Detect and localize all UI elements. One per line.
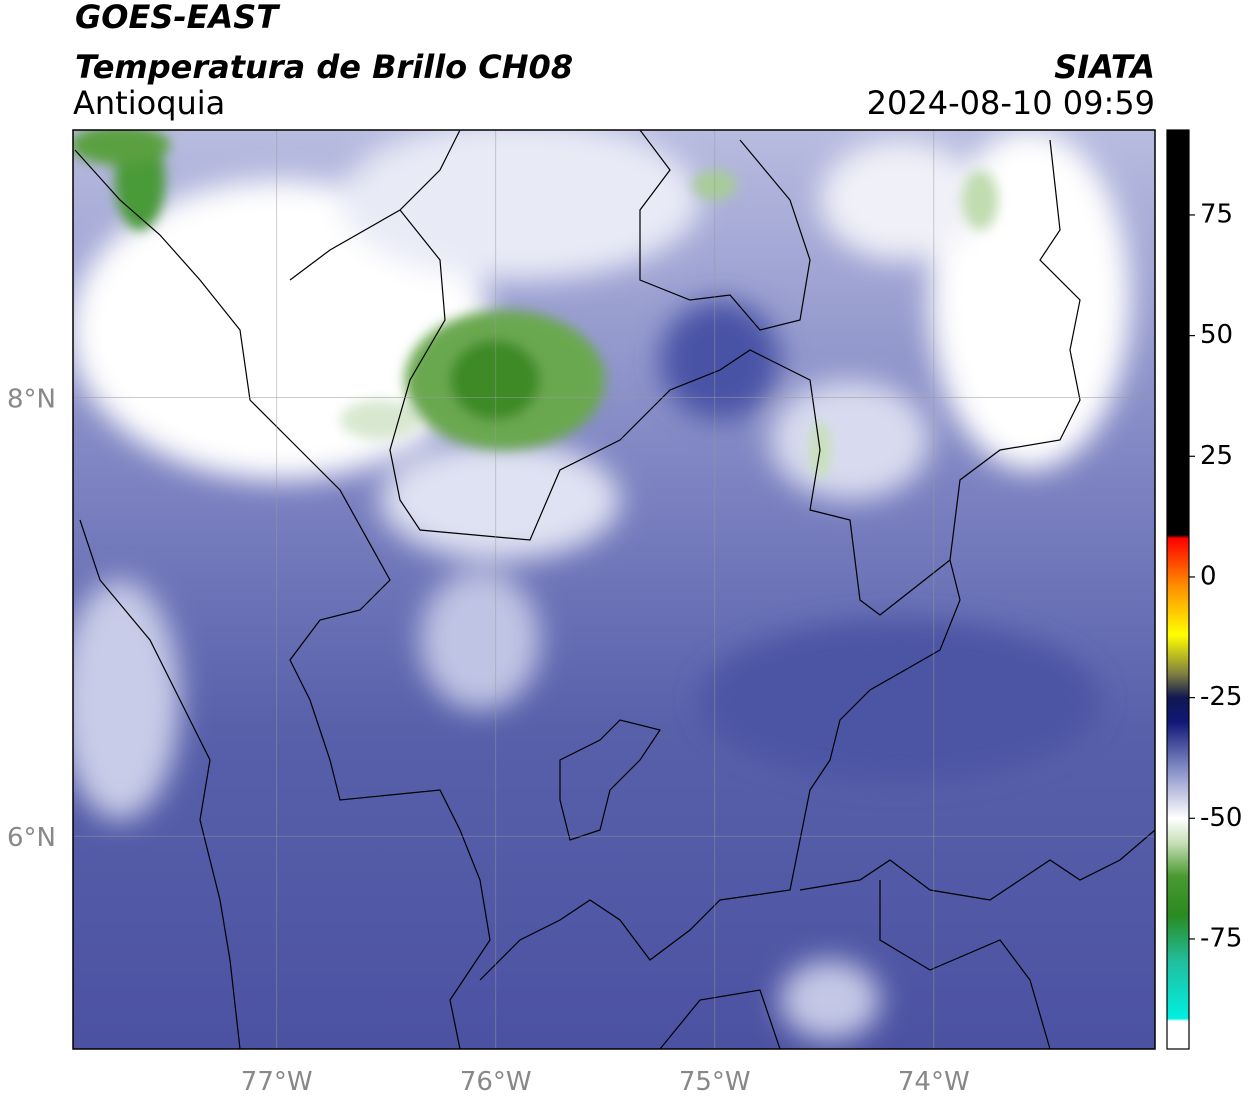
grid (73, 130, 1155, 1049)
subtitle: Temperatura de Brillo CH08 (75, 48, 573, 86)
y-tick-label: 8°N (7, 385, 56, 415)
colorbar-tick-label: 25 (1200, 441, 1233, 471)
x-tick-label: 76°W (460, 1067, 532, 1097)
colorbar-tick-label: 50 (1200, 320, 1233, 350)
x-tick-label: 77°W (241, 1067, 313, 1097)
colorbar-tick-label: -50 (1200, 803, 1242, 833)
colorbar-tick-label: -25 (1200, 682, 1242, 712)
datetime: 2024-08-10 09:59 (867, 84, 1155, 122)
colorbar-tick-label: 0 (1200, 561, 1217, 591)
map-imagery (73, 130, 1155, 1049)
source: SIATA (1054, 48, 1155, 86)
colorbar-tick-label: -75 (1200, 923, 1242, 953)
title: GOES-EAST (75, 0, 280, 36)
colorbar-tick-label: 75 (1200, 199, 1233, 229)
x-tick-label: 75°W (679, 1067, 751, 1097)
colorbar (1166, 129, 1190, 1050)
borders (74, 130, 1155, 1049)
region: Antioquia (73, 84, 225, 122)
x-tick-label: 74°W (898, 1067, 970, 1097)
y-tick-label: 6°N (7, 823, 56, 853)
map-frame (72, 129, 1156, 1050)
